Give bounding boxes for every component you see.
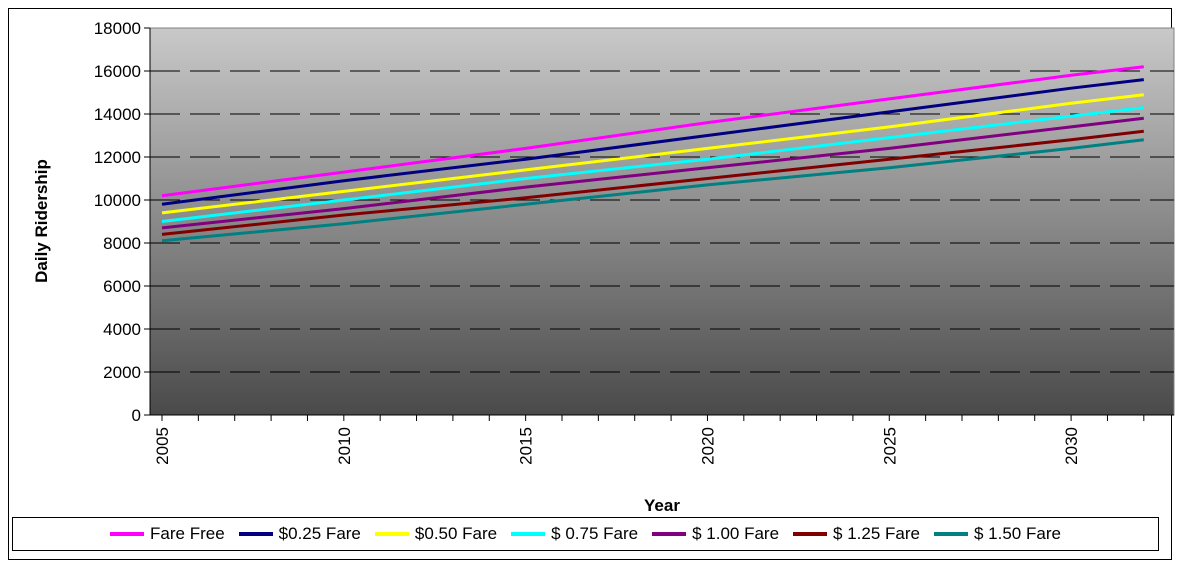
legend-item: Fare Free: [110, 524, 225, 544]
x-axis-label: Year: [644, 496, 680, 515]
y-tick-label: 14000: [94, 105, 141, 124]
legend-swatch: [511, 532, 546, 536]
x-tick-label: 2015: [517, 427, 536, 465]
x-tick-label: 2010: [335, 427, 354, 465]
legend-item: $0.25 Fare: [238, 524, 361, 544]
legend-label: $ 0.75 Fare: [551, 524, 639, 543]
legend-item: $ 0.75 Fare: [511, 524, 638, 544]
series-line: [161, 65, 1144, 198]
plot-area: [149, 27, 1175, 416]
x-tick-label: 2025: [880, 427, 899, 465]
legend-swatch: [934, 532, 968, 536]
y-tick-label: 6000: [103, 277, 141, 296]
series-line: [161, 106, 1144, 223]
legend-swatch: [374, 532, 409, 536]
y-tick-label: 16000: [94, 62, 141, 81]
legend-label: $ 1.25 Fare: [833, 524, 920, 543]
series-lines: [161, 65, 1144, 243]
chart-legend: Fare Free $0.25 Fare $0.50 Fare $ 0.75 Fare…: [12, 517, 1159, 551]
y-tick-label: 10000: [94, 191, 141, 210]
legend-label: Fare Free: [150, 524, 225, 543]
grid-lines: [150, 70, 1174, 373]
series-line: [161, 78, 1144, 206]
y-tick-label: 4000: [103, 320, 141, 339]
legend-item: $0.50 Fare: [374, 524, 498, 544]
legend-swatch: [652, 532, 687, 536]
series-line: [161, 116, 1144, 230]
legend-label: $ 1.00 Fare: [692, 524, 780, 543]
series-line: [161, 138, 1144, 243]
legend-label: $0.25 Fare: [278, 524, 361, 543]
series-line: [161, 93, 1144, 215]
legend-item: $ 1.50 Fare: [934, 524, 1061, 544]
axes: 0 2000 4000 6000 8000 10000 12000 14000 16000 180…: [94, 19, 1174, 465]
legend-label: $ 1.50 Fare: [974, 524, 1061, 543]
series-line: [161, 129, 1144, 236]
legend-item: $ 1.25 Fare: [793, 524, 920, 544]
x-tick-label: 2030: [1062, 427, 1081, 465]
y-tick-label: 8000: [103, 234, 141, 253]
legend-swatch: [793, 532, 828, 536]
y-tick-label: 12000: [94, 148, 141, 167]
y-axis-label: Daily Ridership: [32, 159, 51, 283]
x-tick-label: 2005: [153, 427, 172, 465]
legend-swatch: [110, 532, 145, 536]
legend-item: $ 1.00 Fare: [652, 524, 779, 544]
y-tick-label: 2000: [103, 363, 141, 382]
x-tick-label: 2020: [698, 427, 717, 465]
legend-swatch: [238, 532, 273, 536]
y-tick-label: 18000: [94, 19, 141, 38]
legend-label: $0.50 Fare: [414, 524, 498, 543]
y-tick-label: 0: [132, 406, 141, 425]
